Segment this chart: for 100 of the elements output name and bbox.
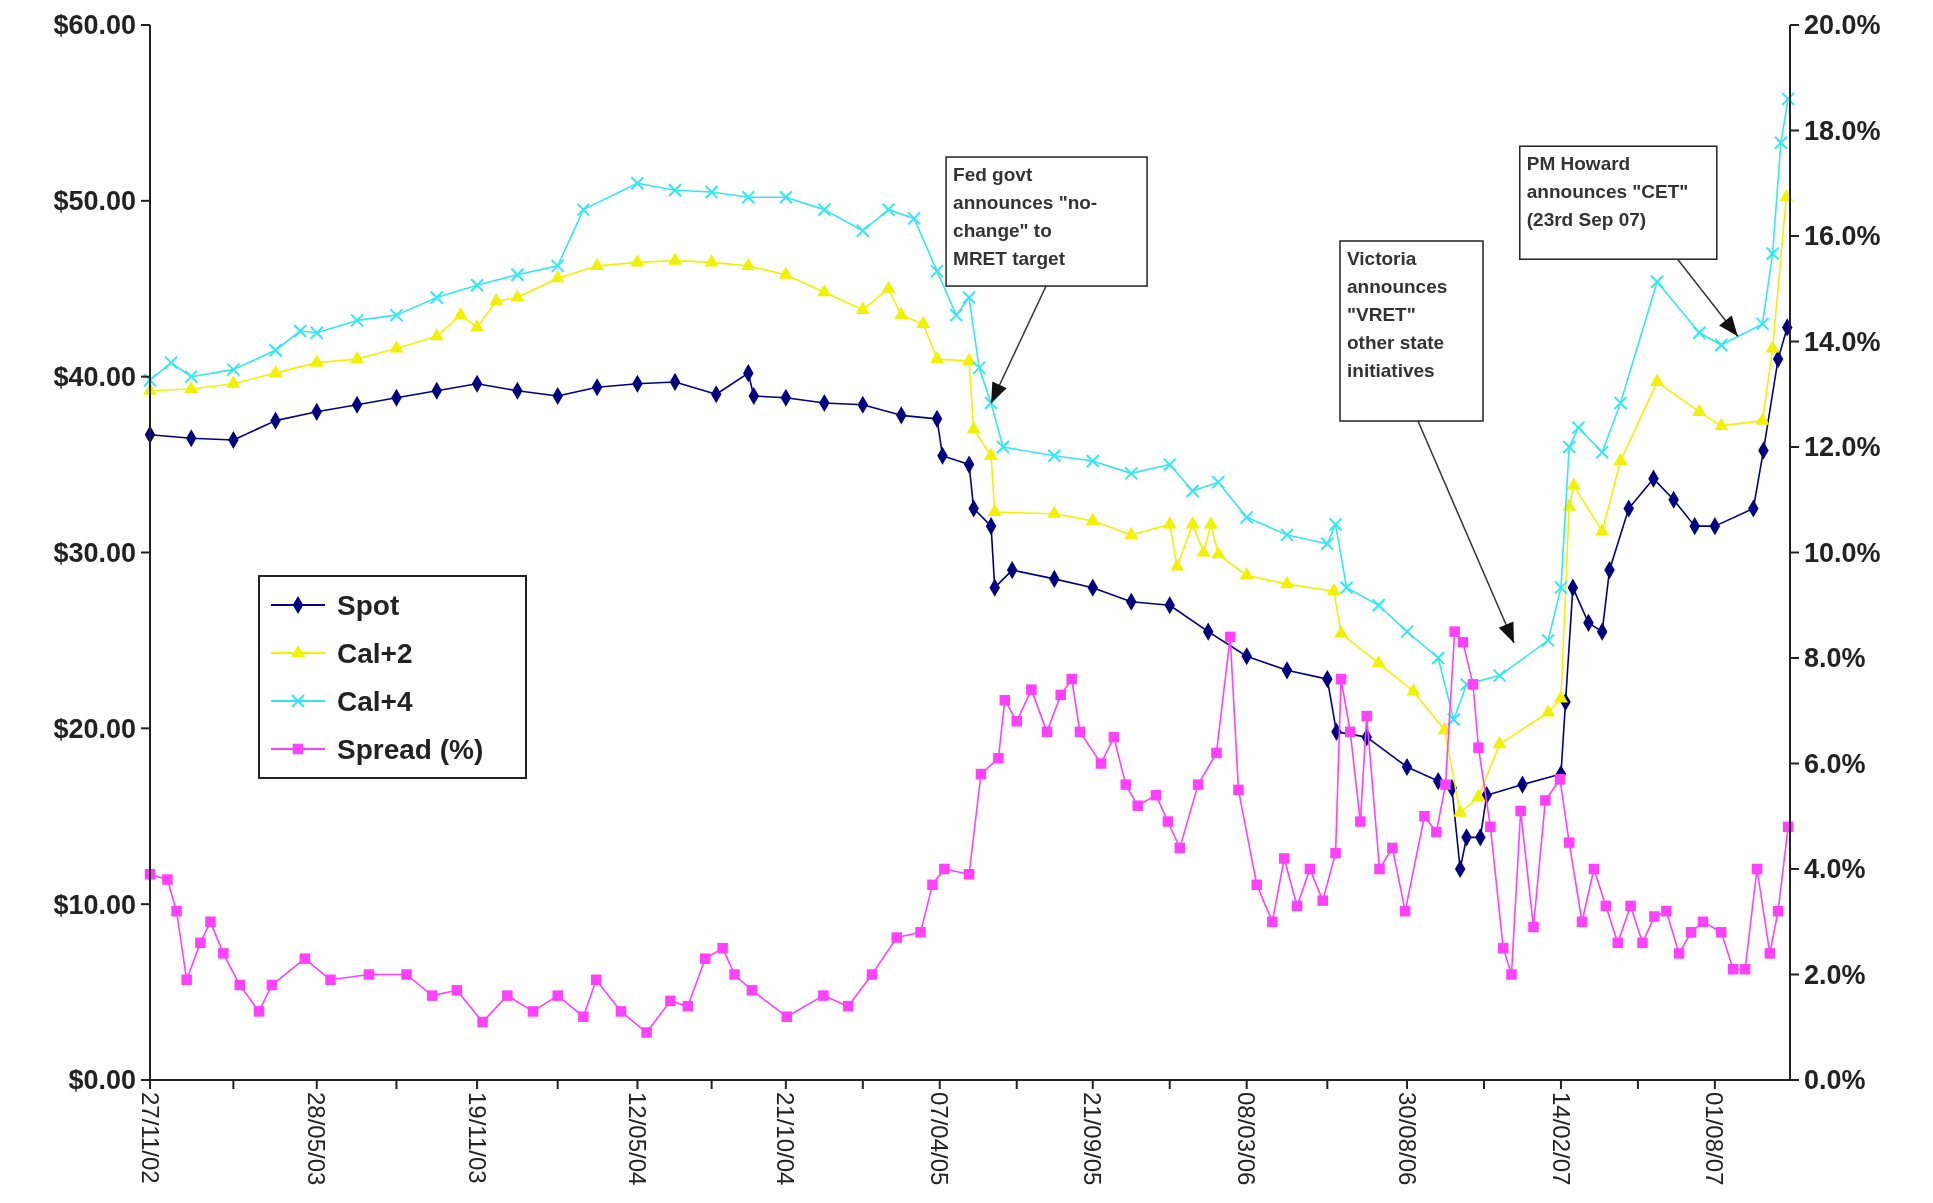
annotation: Fed govt announces "no- change" to MRET target xyxy=(953,164,1098,270)
point xyxy=(226,362,241,377)
x-tick-label: 14/02/07 xyxy=(1547,1092,1575,1186)
y2-tick-label: 4.0% xyxy=(1804,854,1866,885)
point xyxy=(1320,536,1335,551)
point xyxy=(1211,475,1226,490)
point xyxy=(1203,516,1218,529)
point xyxy=(470,319,485,332)
point xyxy=(1571,420,1586,435)
point xyxy=(1085,454,1100,469)
point xyxy=(962,352,977,365)
y2-tick-label: 6.0% xyxy=(1804,748,1866,779)
point xyxy=(1492,668,1507,683)
point xyxy=(350,350,365,364)
point xyxy=(907,211,922,226)
point xyxy=(576,202,591,217)
point xyxy=(1047,448,1062,463)
x-tick-label: 21/10/04 xyxy=(772,1092,800,1186)
y2-tick-label: 16.0% xyxy=(1804,221,1881,252)
point xyxy=(1162,516,1177,529)
point xyxy=(470,278,485,293)
point xyxy=(1650,373,1665,386)
point xyxy=(1406,683,1421,696)
point xyxy=(1280,576,1295,589)
point xyxy=(855,223,870,238)
point xyxy=(550,258,565,273)
point xyxy=(1765,340,1780,353)
y-tick-label: $50.00 xyxy=(53,186,136,217)
point xyxy=(881,202,896,217)
point xyxy=(1714,338,1729,353)
y2-tick-label: 20.0% xyxy=(1804,10,1881,41)
y2-tick-label: 8.0% xyxy=(1804,643,1866,674)
point xyxy=(1437,722,1452,735)
point xyxy=(1471,788,1486,801)
point xyxy=(1562,498,1577,511)
point xyxy=(143,373,157,388)
point xyxy=(949,308,964,323)
point xyxy=(972,360,987,375)
point xyxy=(1541,704,1556,717)
point xyxy=(966,421,981,434)
point xyxy=(984,396,999,411)
point xyxy=(1334,625,1349,638)
x-tick-label: 01/08/07 xyxy=(1701,1092,1729,1186)
point xyxy=(1650,274,1665,289)
y2-tick-label: 18.0% xyxy=(1804,115,1881,146)
point xyxy=(881,280,896,293)
point xyxy=(1431,651,1446,665)
point xyxy=(1280,527,1295,542)
point xyxy=(1692,325,1707,340)
point xyxy=(1755,412,1770,425)
point xyxy=(590,257,605,270)
point xyxy=(1755,316,1770,331)
point xyxy=(389,308,404,323)
point xyxy=(1047,505,1062,518)
x-tick-label: 27/11/02 xyxy=(136,1092,164,1184)
point xyxy=(1613,452,1628,466)
point xyxy=(930,350,945,364)
point xyxy=(1239,567,1254,580)
point xyxy=(389,340,404,353)
point xyxy=(1371,598,1386,613)
point xyxy=(1239,510,1254,525)
legend-label: Spot xyxy=(337,589,400,621)
y2-tick-label: 0.0% xyxy=(1804,1065,1866,1096)
point xyxy=(667,252,682,265)
x-tick-label: 12/05/04 xyxy=(624,1092,652,1186)
point xyxy=(1595,523,1610,536)
point xyxy=(1541,633,1556,648)
point xyxy=(1566,477,1581,490)
point xyxy=(778,266,793,279)
point xyxy=(1459,677,1474,692)
point xyxy=(984,447,999,460)
point xyxy=(630,254,645,267)
point xyxy=(184,380,199,394)
x-tick-label: 28/05/03 xyxy=(303,1092,331,1186)
point xyxy=(930,264,945,279)
x-tick-label: 07/04/05 xyxy=(926,1092,954,1186)
point xyxy=(1714,417,1729,430)
point xyxy=(550,270,565,283)
legend-label: Cal+4 xyxy=(337,685,413,717)
x-tick-label: 08/03/06 xyxy=(1233,1092,1261,1186)
point xyxy=(268,343,283,358)
point xyxy=(741,257,756,270)
annotation: Victoria announces "VRET" other state initiatives xyxy=(1347,248,1448,381)
x-tick-label: 21/09/05 xyxy=(1079,1092,1107,1186)
y-tick-label: $40.00 xyxy=(53,362,136,393)
point xyxy=(1326,583,1341,596)
point xyxy=(1453,804,1468,817)
point xyxy=(309,325,324,340)
annotation: PM Howard announces "CET" (23rd Sep 07) xyxy=(1526,153,1689,231)
point xyxy=(995,440,1010,454)
point xyxy=(704,185,719,200)
point xyxy=(1085,512,1100,525)
point xyxy=(1170,558,1185,571)
y-tick-label: $0.00 xyxy=(68,1065,136,1096)
point xyxy=(510,289,525,302)
point xyxy=(704,254,719,267)
point xyxy=(1613,396,1628,411)
y-tick-label: $20.00 xyxy=(53,713,136,744)
legend-label: Cal+2 xyxy=(337,637,413,669)
x-tick-label: 30/08/06 xyxy=(1393,1092,1421,1186)
